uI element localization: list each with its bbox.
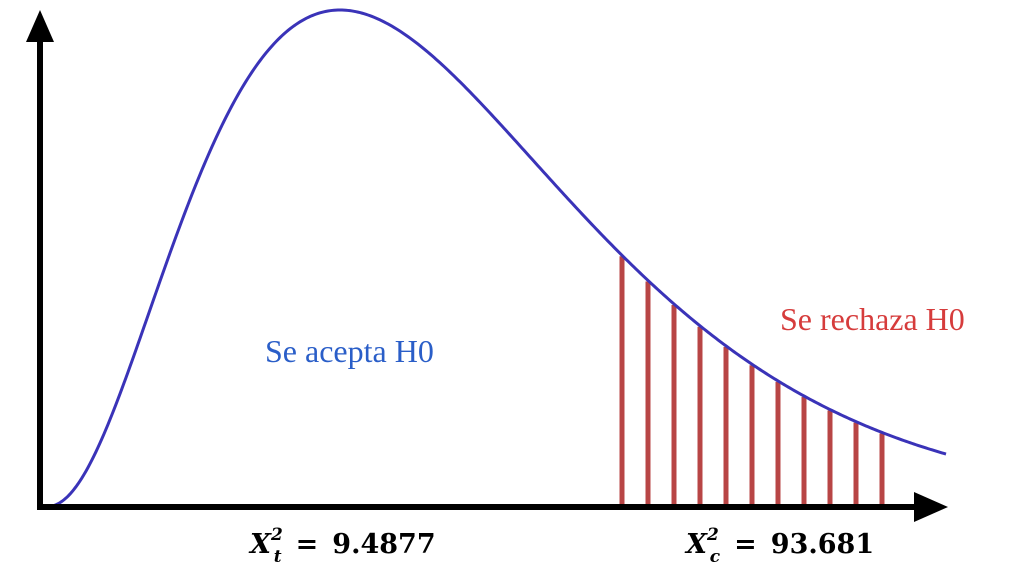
calculated-value: X2 c = 93.681: [684, 525, 874, 565]
calculated-equals: =: [734, 529, 757, 560]
calculated-subscript: c: [710, 547, 721, 565]
tabulated-symbol: X: [248, 529, 272, 560]
calculated-value-number: 93.681: [771, 529, 874, 560]
y-axis-arrowhead: [26, 10, 54, 42]
calculated-superscript: 2: [706, 525, 719, 545]
tabulated-critical-value: X2 t = 9.4877: [248, 525, 436, 565]
rejection-region-hatching: [619, 256, 885, 505]
tabulated-value: 9.4877: [332, 529, 435, 560]
tabulated-equals: =: [296, 529, 319, 560]
reject-region-label: Se rechaza H0: [780, 301, 965, 337]
chi-square-density-curve: [43, 8, 947, 509]
x-axis-arrowhead: [914, 492, 948, 522]
accept-region-label: Se acepta H0: [265, 333, 434, 369]
tabulated-subscript: t: [274, 547, 282, 565]
calculated-symbol: X: [684, 529, 708, 560]
tabulated-superscript: 2: [270, 525, 283, 545]
